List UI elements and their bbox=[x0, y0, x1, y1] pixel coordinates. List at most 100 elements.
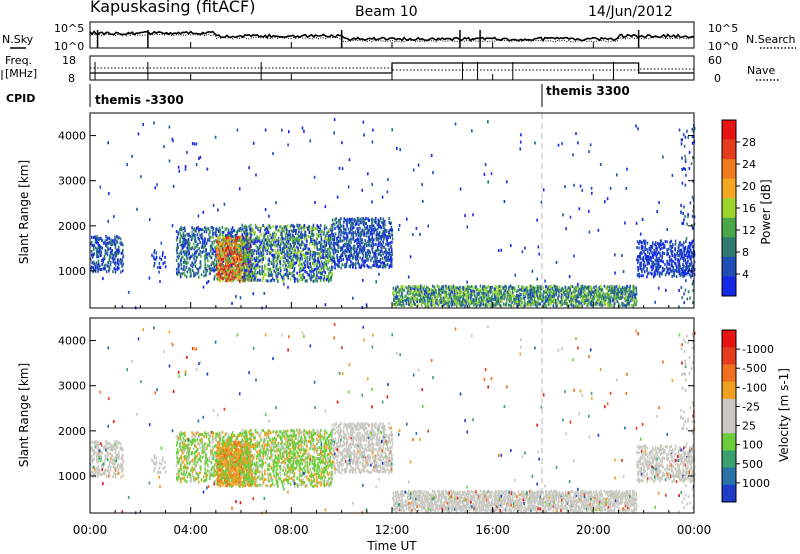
power-cell bbox=[227, 270, 229, 274]
power-cell bbox=[366, 256, 368, 260]
power-cell bbox=[121, 259, 124, 262]
power-cell bbox=[498, 302, 500, 306]
power-cell bbox=[642, 239, 645, 243]
power-cell bbox=[223, 250, 226, 254]
power-cell bbox=[220, 254, 223, 258]
power-cell bbox=[153, 257, 156, 261]
power-cell bbox=[280, 242, 282, 246]
power-cell bbox=[220, 270, 222, 274]
power-cell bbox=[497, 288, 499, 291]
power-cell bbox=[378, 244, 380, 248]
power-cell bbox=[207, 280, 210, 283]
power-cell bbox=[114, 254, 116, 258]
power-cell bbox=[240, 266, 242, 270]
power-cell bbox=[195, 142, 198, 146]
power-cell bbox=[336, 236, 339, 240]
power-cell bbox=[291, 265, 294, 269]
power-cell bbox=[346, 224, 348, 228]
power-cell bbox=[605, 286, 608, 290]
velocity-cell bbox=[121, 447, 123, 451]
power-cell bbox=[297, 223, 299, 227]
power-cell bbox=[420, 284, 422, 288]
power-cell bbox=[203, 254, 206, 258]
power-cell bbox=[179, 272, 182, 276]
power-cell bbox=[419, 297, 422, 301]
velocity-cell bbox=[114, 443, 117, 447]
power-cell bbox=[269, 279, 272, 283]
power-cell bbox=[487, 299, 490, 303]
power-cell bbox=[222, 265, 225, 268]
power-cell bbox=[121, 264, 124, 268]
power-cell bbox=[312, 233, 315, 237]
power-cell bbox=[614, 290, 617, 294]
power-cell bbox=[281, 240, 283, 244]
power-cell bbox=[598, 302, 601, 306]
power-cell bbox=[350, 232, 353, 236]
power-cell bbox=[515, 295, 517, 299]
velocity-cell bbox=[108, 463, 111, 467]
power-cell bbox=[186, 239, 188, 243]
power-cell bbox=[412, 292, 414, 296]
power-cell bbox=[177, 165, 180, 169]
power-cell bbox=[91, 244, 94, 248]
power-cell bbox=[397, 285, 399, 289]
power-cell bbox=[137, 132, 140, 136]
power-cell bbox=[240, 235, 243, 239]
power-cell bbox=[300, 226, 303, 230]
power-cell bbox=[212, 268, 215, 272]
power-cell bbox=[398, 298, 401, 301]
station-title: Kapuskasing (fitACF) bbox=[90, 0, 255, 16]
power-cell bbox=[421, 183, 423, 187]
power-cell bbox=[609, 288, 611, 292]
power-cell bbox=[601, 297, 603, 301]
power-cell bbox=[527, 300, 529, 304]
power-cell bbox=[582, 298, 585, 302]
velocity-cell bbox=[115, 459, 118, 463]
power-cell bbox=[628, 295, 631, 299]
power-cell bbox=[306, 255, 309, 259]
power-cell bbox=[379, 257, 382, 261]
power-cell bbox=[658, 265, 661, 269]
power-cell bbox=[419, 299, 421, 302]
power-cell bbox=[609, 300, 612, 304]
power-cell bbox=[230, 250, 233, 254]
power-cell bbox=[604, 200, 606, 204]
velocity-cell bbox=[155, 456, 158, 460]
power-cell bbox=[340, 228, 342, 232]
power-cell bbox=[378, 236, 380, 240]
power-cell bbox=[161, 254, 164, 257]
power-cell bbox=[653, 263, 656, 267]
power-cell bbox=[120, 261, 122, 265]
power-cell bbox=[244, 257, 246, 261]
power-cell bbox=[497, 300, 500, 304]
power-cell bbox=[391, 252, 393, 256]
power-cell bbox=[557, 143, 560, 147]
power-cell bbox=[198, 238, 200, 241]
power-cell bbox=[382, 240, 384, 244]
power-cell bbox=[383, 236, 386, 240]
power-cell bbox=[662, 242, 664, 246]
power-cell bbox=[320, 276, 323, 280]
power-cell bbox=[188, 251, 191, 255]
power-cell bbox=[302, 247, 305, 251]
power-cell bbox=[691, 265, 694, 269]
power-cell bbox=[257, 236, 259, 240]
power-cell bbox=[245, 254, 248, 258]
power-cell bbox=[425, 291, 428, 295]
velocity-cell bbox=[97, 474, 99, 478]
power-cell bbox=[314, 259, 317, 263]
power-cell bbox=[626, 167, 628, 171]
power-cell bbox=[308, 231, 311, 234]
power-cell bbox=[668, 271, 671, 275]
power-cell bbox=[180, 258, 182, 261]
power-cell bbox=[355, 253, 358, 257]
power-cell bbox=[370, 266, 372, 270]
power-cell bbox=[113, 215, 115, 219]
power-cell bbox=[280, 232, 282, 236]
power-cell bbox=[245, 271, 247, 275]
power-cell bbox=[206, 167, 209, 171]
power-cell bbox=[232, 259, 234, 263]
power-cell bbox=[350, 233, 353, 237]
power-cell bbox=[633, 291, 635, 295]
power-cell bbox=[219, 263, 221, 267]
